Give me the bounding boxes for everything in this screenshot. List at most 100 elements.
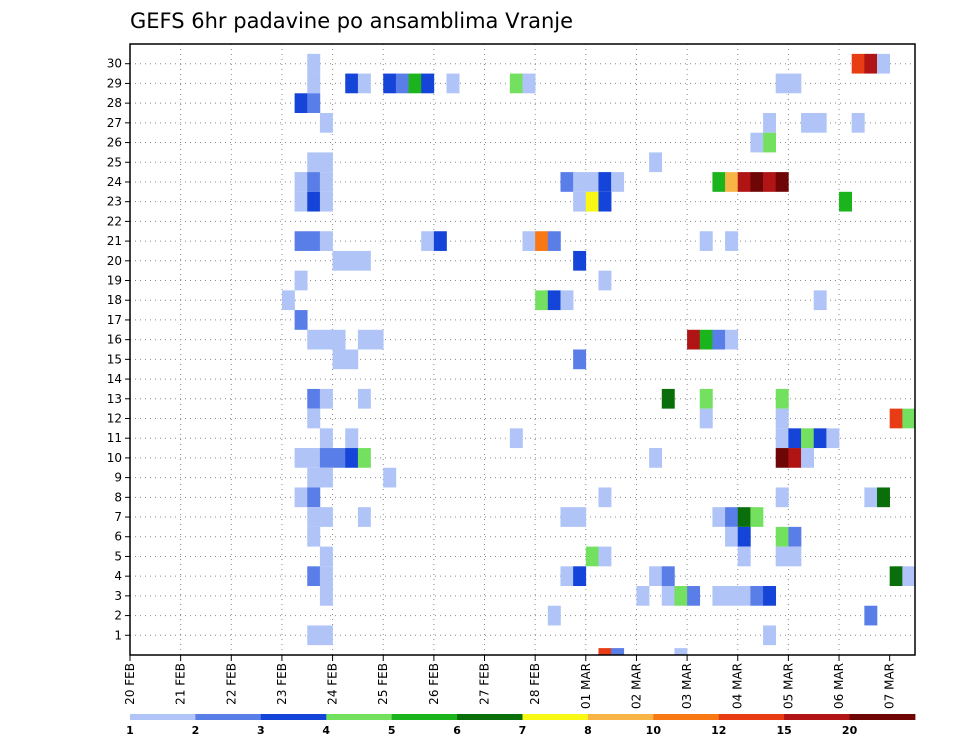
precip-cell [737, 526, 751, 547]
precip-cell [319, 172, 333, 192]
precip-cell [281, 290, 295, 311]
colorbar-swatch [130, 714, 196, 720]
precip-cell [357, 250, 371, 271]
precip-cell [345, 448, 359, 468]
precip-cell [813, 290, 827, 311]
precip-cell [307, 448, 321, 468]
precip-cell [826, 428, 840, 449]
precipitation-cells [281, 53, 916, 655]
precip-cell [307, 53, 321, 74]
y-tick-label: 16 [107, 333, 122, 347]
y-tick-label: 14 [107, 372, 122, 386]
precip-cell [636, 586, 650, 606]
precip-cell [319, 191, 333, 212]
x-tick-label: 23 FEB [275, 663, 289, 705]
y-tick-label: 5 [114, 549, 122, 563]
x-axis-ticks: 20 FEB 21 FEB 22 FEB 23 FEB 24 FEB 25 FEB 26 F… [123, 655, 897, 709]
y-tick-label: 3 [114, 589, 122, 603]
precip-cell [395, 73, 409, 94]
colorbar-swatch [849, 714, 916, 720]
precip-cell [319, 112, 333, 133]
y-tick-label: 10 [107, 451, 122, 465]
precip-cell [775, 448, 789, 468]
y-tick-label: 4 [114, 569, 122, 583]
precip-cell [864, 53, 878, 74]
precip-cell [649, 566, 663, 587]
precip-cell [813, 112, 827, 133]
precip-cell [737, 546, 751, 567]
precip-cell [307, 467, 321, 488]
colorbar-label: 6 [453, 724, 461, 737]
colorbar-label: 8 [584, 724, 592, 737]
precip-cell [560, 566, 574, 587]
precip-cell [839, 191, 852, 212]
precip-cell [573, 191, 587, 212]
colorbar-swatch [653, 714, 720, 720]
colorbar-label: 12 [711, 724, 726, 737]
precip-cell [522, 231, 536, 251]
precip-cell [788, 526, 802, 547]
y-tick-label: 6 [114, 530, 122, 544]
precip-cell [383, 73, 397, 94]
colorbar-swatch [457, 714, 523, 720]
precip-cell [775, 73, 789, 94]
precip-cell [750, 172, 764, 192]
precip-cell [332, 349, 346, 370]
y-tick-label: 19 [107, 274, 122, 288]
precip-cell [307, 191, 321, 212]
precip-cell [535, 290, 549, 311]
precip-cell [345, 349, 359, 370]
precip-cell [294, 172, 308, 192]
precip-cell [332, 329, 346, 350]
y-tick-label: 22 [107, 214, 122, 228]
colorbar-label: 4 [322, 724, 330, 737]
y-axis-ticks: 1234567891011121314151617181920212223242… [107, 57, 130, 642]
x-tick-label: 25 FEB [376, 663, 390, 705]
precip-cell [725, 329, 739, 350]
precip-cell [788, 428, 802, 449]
precip-cell [357, 448, 371, 468]
precip-cell [725, 586, 739, 606]
precip-cell [307, 172, 321, 192]
colorbar-swatch [718, 714, 785, 720]
precip-cell [775, 428, 789, 449]
precip-cell [864, 605, 878, 626]
y-tick-label: 27 [107, 116, 122, 130]
x-tick-label: 27 FEB [478, 663, 492, 705]
precip-cell [725, 526, 739, 547]
x-tick-label: 28 FEB [528, 663, 542, 705]
x-tick-label: 24 FEB [326, 663, 340, 705]
y-tick-label: 11 [107, 431, 122, 445]
y-tick-label: 25 [107, 155, 122, 169]
x-tick-label: 22 FEB [224, 663, 238, 705]
precip-cell [294, 448, 308, 468]
precip-cell [307, 388, 321, 409]
precip-cell [573, 507, 587, 527]
precip-cell [763, 586, 777, 606]
colorbar: 1 2 3 4 5 6 7 8 10 12 15 20 [126, 714, 916, 737]
y-tick-label: 28 [107, 96, 122, 110]
precip-cell [851, 53, 865, 74]
x-tick-label: 01 MAR [579, 663, 593, 709]
precip-cell [699, 231, 713, 251]
precip-cell [319, 467, 333, 488]
precip-cell [877, 487, 890, 508]
precip-cell [319, 625, 333, 646]
precip-cell [319, 231, 333, 251]
chart-title: GEFS 6hr padavine po ansamblima Vranje [130, 9, 573, 33]
y-tick-label: 2 [114, 609, 122, 623]
precip-cell [332, 250, 346, 271]
precip-cell [598, 172, 612, 192]
precip-cell [357, 329, 371, 350]
precip-cell [294, 191, 308, 212]
precip-cell [775, 388, 789, 409]
precip-cell [889, 566, 903, 587]
colorbar-label: 20 [842, 724, 858, 737]
precip-cell [801, 428, 815, 449]
precip-cell [446, 73, 460, 94]
precip-cell [598, 191, 612, 212]
precip-cell [585, 546, 599, 567]
x-tick-label: 03 MAR [680, 663, 694, 709]
precip-cell [775, 408, 789, 429]
precip-cell [801, 448, 815, 468]
